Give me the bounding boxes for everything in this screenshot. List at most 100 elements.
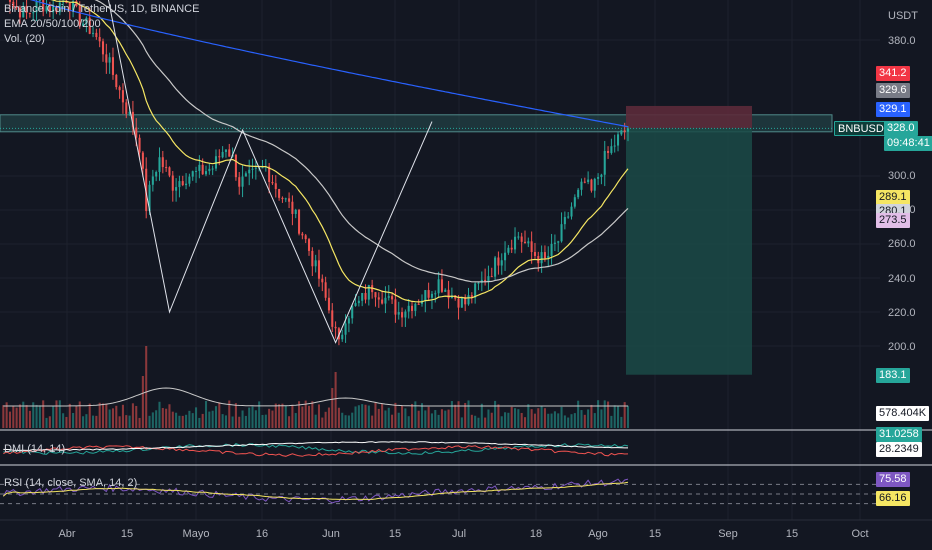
volume-bar xyxy=(626,405,630,428)
dmi-indicator-label[interactable]: DMI (14, 14) xyxy=(4,443,66,455)
volume-bar xyxy=(430,413,433,428)
x-tick: Jun xyxy=(322,528,340,540)
candle-body xyxy=(354,303,357,306)
volume-bar xyxy=(244,415,247,428)
candle-body xyxy=(603,150,606,175)
ema20-tag: 289.1 xyxy=(876,190,910,205)
zigzag-pattern xyxy=(107,0,433,344)
volume-bar xyxy=(374,402,377,428)
volume-bar xyxy=(234,403,237,428)
candle-body xyxy=(497,257,500,266)
candle-body xyxy=(347,318,350,324)
candle-body xyxy=(38,0,41,1)
candle-body xyxy=(35,0,38,13)
ema200-line xyxy=(29,0,629,128)
candle-body xyxy=(234,154,237,178)
candle-body xyxy=(450,295,453,299)
rsi-indicator-label[interactable]: RSI (14, close, SMA, 14, 2) xyxy=(4,477,138,489)
candle-body xyxy=(327,297,330,311)
volume-bar xyxy=(563,415,566,428)
volume-bar xyxy=(417,410,420,428)
candle-body xyxy=(394,299,397,315)
candle-body xyxy=(145,168,148,212)
volume-bar xyxy=(567,417,570,428)
candle-body xyxy=(178,181,181,188)
volume-bar xyxy=(52,406,55,428)
candle-body xyxy=(464,297,467,305)
volume-bar xyxy=(218,402,221,428)
volume-indicator-label[interactable]: Vol. (20) xyxy=(4,33,45,45)
price-tick: 240.0 xyxy=(888,273,916,285)
candle-body xyxy=(626,128,630,132)
candle-body xyxy=(500,260,503,266)
symbol-title[interactable]: Binance Coin / TetherUS, 1D, BINANCE xyxy=(4,3,200,15)
volume-bar xyxy=(327,407,330,428)
candle-body xyxy=(517,236,520,238)
rsi-ma-line xyxy=(2,481,629,501)
volume-bar xyxy=(537,408,540,428)
ema-indicator-label[interactable]: EMA 20/50/100/200 xyxy=(4,18,101,30)
candle-body xyxy=(404,311,407,318)
x-tick: Mayo xyxy=(182,528,210,540)
volume-bar xyxy=(175,412,178,428)
candle-body xyxy=(470,295,473,298)
candle-body xyxy=(447,289,450,299)
candle-body xyxy=(221,151,224,158)
volume-bar xyxy=(610,415,613,428)
volume-bar xyxy=(570,414,573,428)
candle-body xyxy=(494,257,497,277)
candle-body xyxy=(504,252,507,261)
candle-body xyxy=(141,152,144,169)
candle-body xyxy=(128,111,131,114)
volume-bar xyxy=(557,413,560,428)
volume-bar xyxy=(587,409,590,428)
price-tick: 220.0 xyxy=(888,307,916,319)
volume-bar xyxy=(367,405,370,428)
candle-body xyxy=(410,305,414,311)
candle-body xyxy=(577,189,580,198)
volume-bar xyxy=(274,403,277,428)
candle-body xyxy=(254,167,257,169)
candle-body xyxy=(228,149,231,157)
volume-bar xyxy=(264,414,267,428)
volume-bar xyxy=(278,404,281,428)
volume-bar xyxy=(28,410,31,428)
x-tick: 15 xyxy=(785,528,799,540)
volume-bar xyxy=(148,415,151,428)
volume-bar xyxy=(613,405,616,428)
volume-bar xyxy=(254,410,257,428)
volume-bar xyxy=(434,409,437,428)
candle-body xyxy=(284,198,287,200)
candle-body xyxy=(224,149,227,152)
volume-bar xyxy=(131,403,134,428)
candle-body xyxy=(294,209,297,214)
volume-bar xyxy=(111,408,115,428)
volume-bar xyxy=(384,410,387,428)
volume-bar xyxy=(414,401,417,428)
volume-bar xyxy=(553,411,556,428)
candle-body xyxy=(271,181,274,184)
volume-bar xyxy=(45,417,48,428)
x-tick: 16 xyxy=(255,528,269,540)
volume-bar xyxy=(404,408,407,428)
volume-bar xyxy=(301,406,304,428)
volume-bar xyxy=(85,414,88,428)
candle-body xyxy=(218,156,221,158)
candle-body xyxy=(374,292,377,298)
candle-body xyxy=(427,290,430,298)
volume-bar xyxy=(221,414,224,428)
candle-body xyxy=(251,168,254,170)
volume-bar xyxy=(490,412,493,428)
volume-bar xyxy=(460,417,463,428)
volume-bar xyxy=(191,413,194,428)
volume-bar xyxy=(48,416,51,428)
volume-bar xyxy=(317,404,321,428)
countdown-tag: 09:48:41 xyxy=(884,136,932,151)
volume-bar xyxy=(201,413,204,428)
volume-bar xyxy=(533,413,536,428)
candle-body xyxy=(557,241,560,243)
volume-bar xyxy=(357,405,360,428)
candle-body xyxy=(115,74,118,88)
price-tick: 300.0 xyxy=(888,170,916,182)
